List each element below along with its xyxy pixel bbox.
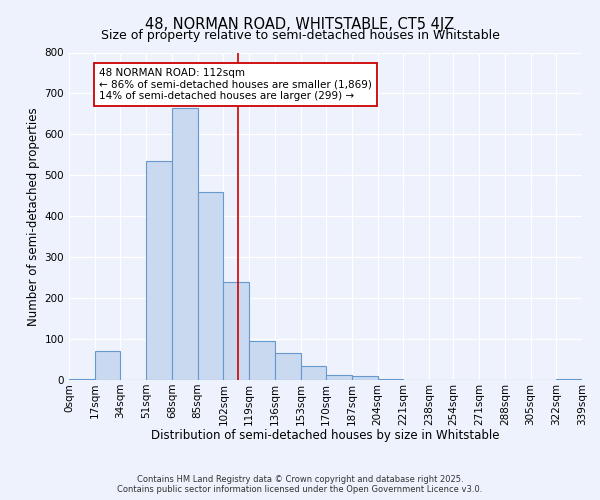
Bar bbox=[95, 352, 121, 380]
Text: Contains HM Land Registry data © Crown copyright and database right 2025.
Contai: Contains HM Land Registry data © Crown c… bbox=[118, 474, 482, 494]
X-axis label: Distribution of semi-detached houses by size in Whitstable: Distribution of semi-detached houses by … bbox=[151, 429, 500, 442]
Bar bbox=[378, 379, 403, 380]
Text: 48, NORMAN ROAD, WHITSTABLE, CT5 4JZ: 48, NORMAN ROAD, WHITSTABLE, CT5 4JZ bbox=[145, 18, 455, 32]
Bar bbox=[146, 161, 172, 380]
Bar bbox=[556, 379, 582, 380]
Bar bbox=[326, 375, 352, 380]
Bar bbox=[301, 366, 326, 380]
Bar bbox=[172, 108, 197, 380]
Bar bbox=[275, 354, 301, 380]
Y-axis label: Number of semi-detached properties: Number of semi-detached properties bbox=[28, 107, 40, 326]
Bar bbox=[249, 341, 275, 380]
Text: 48 NORMAN ROAD: 112sqm
← 86% of semi-detached houses are smaller (1,869)
14% of : 48 NORMAN ROAD: 112sqm ← 86% of semi-det… bbox=[99, 68, 372, 102]
Bar bbox=[352, 376, 378, 380]
Text: Size of property relative to semi-detached houses in Whitstable: Size of property relative to semi-detach… bbox=[101, 29, 499, 42]
Bar bbox=[197, 192, 223, 380]
Bar bbox=[69, 379, 95, 380]
Bar bbox=[223, 282, 249, 380]
